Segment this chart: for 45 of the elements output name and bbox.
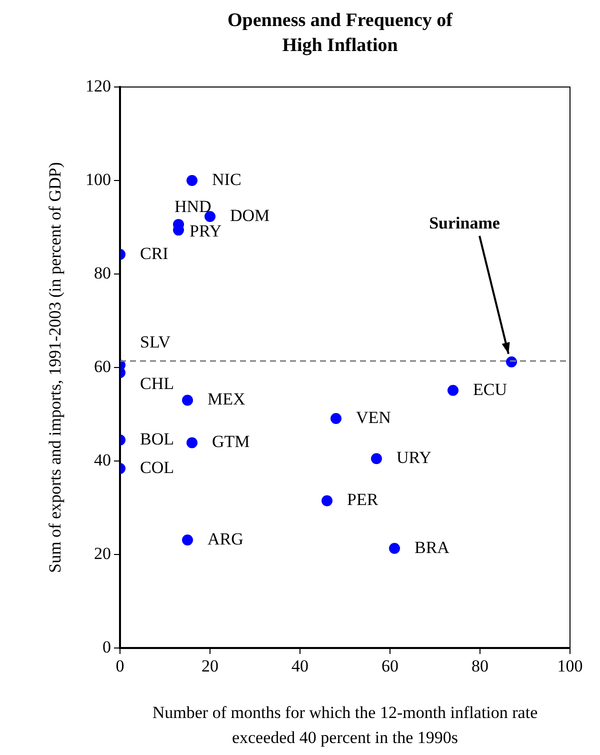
x-tick-label: 0 xyxy=(116,656,124,676)
point xyxy=(182,394,193,406)
y-axis-title: Sum of exports and imports, 1991-2003 (in percent of GDP) xyxy=(44,161,66,575)
series-label: SLV xyxy=(140,332,172,352)
x-axis-title: Number of months for which the 12-month inflation rate exceeded 40 percent in the 1990s xyxy=(151,702,539,749)
annotation: Suriname xyxy=(429,213,500,232)
series-label: CRI xyxy=(140,244,169,263)
point xyxy=(448,384,458,396)
series-label: CHL xyxy=(140,374,174,394)
y-tick-label: 20 xyxy=(94,544,111,563)
x-tick-label: 100 xyxy=(557,656,583,676)
point xyxy=(182,534,193,546)
point xyxy=(371,453,382,464)
series-label: BOL xyxy=(140,429,174,448)
x-tick-label: 60 xyxy=(382,656,398,676)
point xyxy=(389,542,400,554)
series-label: DOM xyxy=(230,206,270,225)
series-label: BRA xyxy=(414,538,450,557)
series-label: PRY xyxy=(190,222,222,241)
x-tick-label: 40 xyxy=(292,656,308,676)
point xyxy=(204,211,216,222)
y-tick-label: 100 xyxy=(86,170,111,189)
series-label: PER xyxy=(347,490,379,510)
y-tick-label: 80 xyxy=(94,263,111,282)
series-label: MEX xyxy=(208,390,246,409)
x-tick-label: 20 xyxy=(202,656,218,676)
series-label: GTM xyxy=(212,432,250,452)
y-tick-label: 40 xyxy=(94,450,111,470)
series-label: ARG xyxy=(208,529,244,548)
series-label: VEN xyxy=(356,408,391,427)
chart-title: Openness and Frequency of High Inflation xyxy=(226,9,454,58)
y-tick-label: 120 xyxy=(86,76,111,96)
point xyxy=(506,356,517,368)
point xyxy=(330,412,342,424)
series-label: COL xyxy=(140,458,174,477)
series-label: NIC xyxy=(212,170,242,189)
series-label: ECU xyxy=(473,380,507,399)
series-label: URY xyxy=(396,448,432,468)
point xyxy=(186,437,198,448)
x-tick-label: 80 xyxy=(472,656,488,676)
y-tick-label: 0 xyxy=(102,637,111,656)
point xyxy=(322,495,332,506)
y-tick-label: 60 xyxy=(94,356,111,376)
point xyxy=(186,175,198,186)
series-label: HND xyxy=(174,196,212,216)
